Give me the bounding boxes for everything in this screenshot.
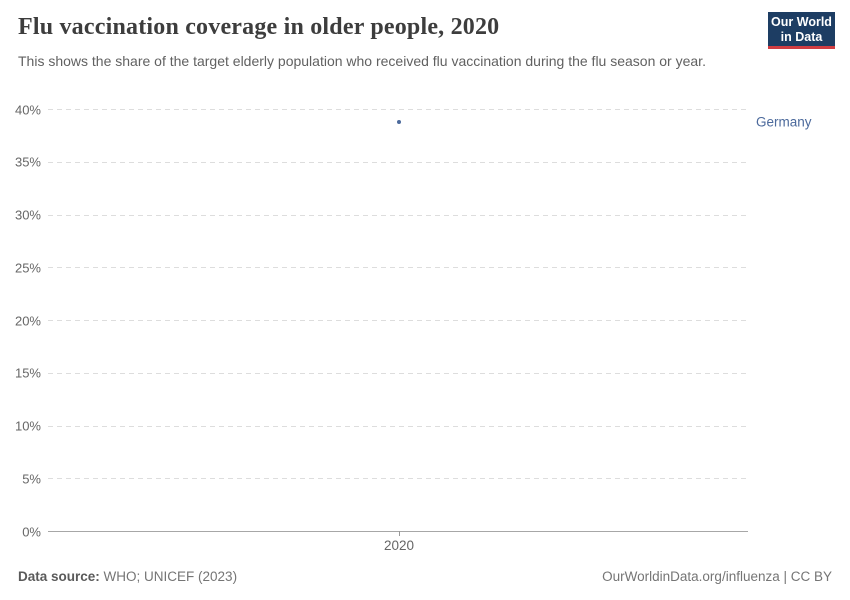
x-tick-label: 2020 <box>384 538 415 553</box>
data-source: Data source: WHO; UNICEF (2023) <box>18 569 237 584</box>
y-tick-label: 30% <box>14 207 41 223</box>
owid-logo-line1: Our World <box>771 15 832 29</box>
y-gridline: 30% <box>15 208 748 223</box>
data-source-label: Data source: <box>18 569 100 584</box>
data-source-value: WHO; UNICEF (2023) <box>103 569 238 584</box>
y-gridline: 5% <box>22 471 748 486</box>
y-tick-label: 35% <box>14 154 41 170</box>
y-gridline: 35% <box>15 155 748 170</box>
x-axis-tick <box>399 531 401 536</box>
x-axis-line: 0% <box>22 524 748 539</box>
chart-subtitle: This shows the share of the target elder… <box>18 53 706 69</box>
owid-logo[interactable]: Our World in Data <box>768 12 835 49</box>
owid-logo-line2: in Data <box>780 30 823 44</box>
y-tick-label: 0% <box>22 524 41 539</box>
y-gridline: 20% <box>15 313 748 328</box>
series-label-germany[interactable]: Germany <box>756 114 812 130</box>
attribution[interactable]: OurWorldinData.org/influenza | CC BY <box>602 569 832 584</box>
y-tick-label: 25% <box>14 260 41 276</box>
page-title: Flu vaccination coverage in older people… <box>18 14 500 40</box>
y-tick-label: 40% <box>14 102 41 117</box>
plot-area: 0% 5% 10% 15% 20% 25% 30% 35% 40% 2020 Germany <box>15 102 812 553</box>
y-gridline: 15% <box>15 366 748 381</box>
y-gridline: 25% <box>15 260 748 275</box>
y-tick-label: 5% <box>22 471 41 487</box>
y-tick-label: 15% <box>14 365 41 381</box>
y-tick-label: 20% <box>14 313 41 328</box>
y-gridline: 10% <box>15 419 748 434</box>
data-point[interactable] <box>397 119 402 124</box>
y-gridline: 40% <box>15 102 748 117</box>
y-tick-label: 10% <box>14 418 41 434</box>
